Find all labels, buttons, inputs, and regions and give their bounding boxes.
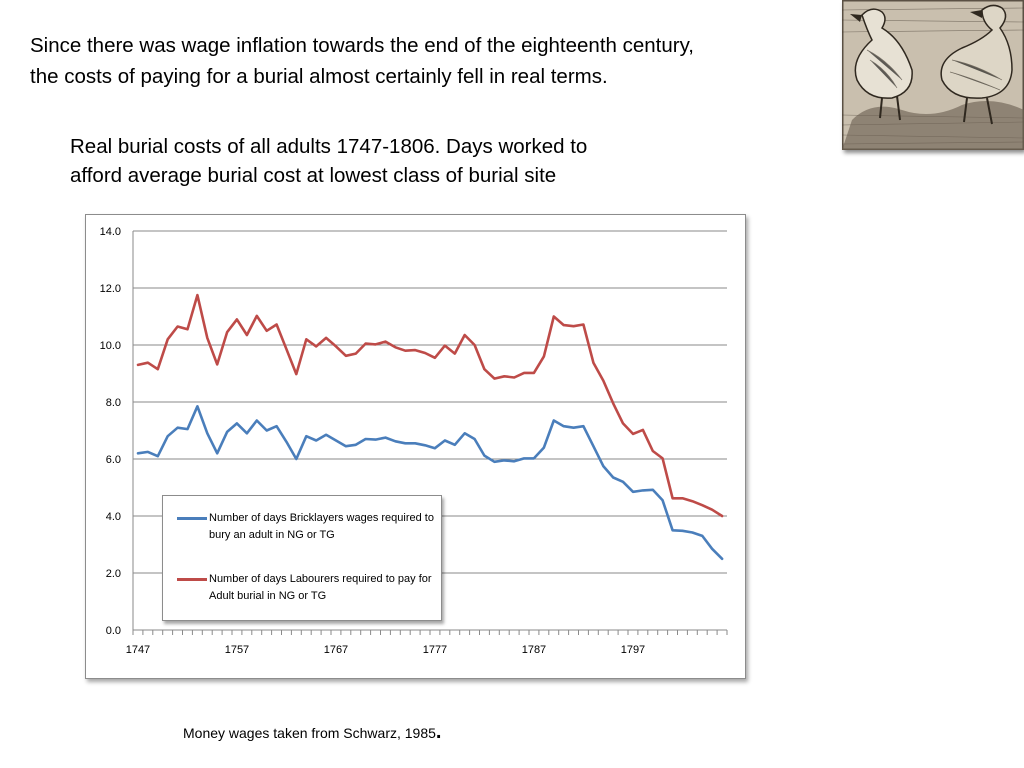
x-tick-label-3: 1777: [423, 644, 447, 656]
source-note: Money wages taken from Schwarz, 1985.: [183, 721, 441, 744]
legend-swatch-bricklayers: [177, 517, 207, 520]
y-tick-label-0: 0.0: [106, 625, 121, 637]
headline-line-1: Since there was wage inflation towards t…: [30, 34, 695, 57]
x-tick-label-5: 1797: [621, 644, 645, 656]
legend-label-labourers: Number of days Labourers required to pay…: [209, 573, 432, 602]
y-tick-label-5: 10.0: [100, 340, 121, 352]
chart-title: Real burial costs of all adults 1747-180…: [70, 132, 690, 190]
x-tick-label-1: 1757: [225, 644, 249, 656]
y-tick-label-2: 4.0: [106, 511, 121, 523]
y-tick-label-7: 14.0: [100, 226, 121, 238]
chart-frame: 0.0 2.0 4.0 6.0 8.0 10.0 12.0 14.0 1747 1757 1767 1…: [85, 214, 746, 679]
x-tick-label-0: 1747: [126, 644, 150, 656]
source-note-text: Money wages taken from Schwarz, 1985: [183, 725, 436, 741]
legend-label-bricklayers: Number of days Bricklayers wages require…: [209, 512, 434, 541]
series-line-0: [136, 405, 724, 561]
x-tick-label-4: 1787: [522, 644, 546, 656]
y-tick-label-3: 6.0: [106, 454, 121, 466]
headline: Since there was wage inflation towards t…: [30, 30, 830, 92]
series-line-1: [136, 293, 724, 518]
ducks-engraving-icon: [840, 0, 1024, 152]
ducks-engraving-drawing: [840, 0, 1024, 152]
y-tick-label-1: 2.0: [106, 568, 121, 580]
legend-swatch-labourers: [177, 578, 207, 581]
chart-title-line-1: Real burial costs of all adults 1747-180…: [70, 135, 588, 158]
source-note-period: .: [435, 721, 442, 743]
chart-legend: Number of days Bricklayers wages require…: [162, 495, 442, 621]
x-tick-label-2: 1767: [324, 644, 348, 656]
y-tick-label-4: 8.0: [106, 397, 121, 409]
y-tick-label-6: 12.0: [100, 283, 121, 295]
chart-title-line-2: afford average burial cost at lowest cla…: [70, 164, 557, 187]
headline-line-2: the costs of paying for a burial almost …: [30, 65, 608, 88]
